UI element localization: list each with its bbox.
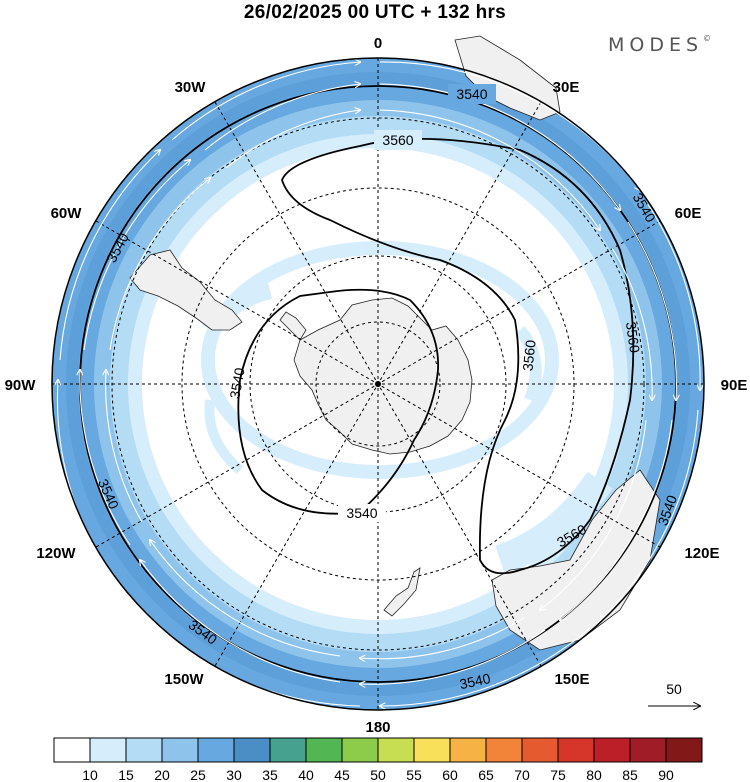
colorbar-tick-label: 15 [118, 767, 134, 782]
colorbar-swatch [197, 737, 235, 763]
south-pole-marker [375, 381, 381, 387]
colorbar-swatch [233, 737, 271, 763]
contour-label: 3540 [456, 86, 487, 102]
reference-vector-label: 50 [666, 681, 682, 697]
colorbar-tick-label: 40 [298, 767, 314, 782]
colorbar-swatch [449, 737, 487, 763]
colorbar-tick-label: 85 [622, 767, 638, 782]
contour-label: 3540 [226, 366, 247, 400]
lon-label-150e: 150E [554, 671, 589, 688]
colorbar-swatch [269, 737, 307, 763]
colorbar-tick-label: 75 [550, 767, 566, 782]
south-america [129, 249, 243, 331]
colorbar-swatch [629, 737, 667, 763]
contour-label: 3540 [346, 505, 377, 521]
lon-label-60w: 60W [51, 205, 83, 222]
contour-label: 3540 [458, 670, 492, 692]
colorbar-swatch [89, 737, 127, 763]
colorbar-swatch [341, 737, 379, 763]
copyright-mark: © [703, 34, 712, 43]
antarctic-peninsula [279, 311, 307, 341]
lon-label-120e: 120E [684, 545, 719, 562]
map-border [51, 57, 705, 711]
lon-label-30e: 30E [553, 79, 580, 96]
colorbar-tick-label: 45 [334, 767, 350, 782]
colorbar-tick-label: 65 [478, 767, 494, 782]
lon-label-90e: 90E [721, 377, 748, 394]
colorbar-tick-label: 60 [442, 767, 458, 782]
colorbar-swatch [377, 737, 415, 763]
colorbar-swatch [521, 737, 559, 763]
map-title: 26/02/2025 00 UTC + 132 hrs [243, 2, 507, 23]
lon-label-30w: 30W [175, 79, 207, 96]
contour-label: 3560 [623, 321, 643, 354]
colorbar-swatch [305, 737, 343, 763]
colorbar-tick-label: 50 [370, 767, 386, 782]
colorbar-swatch [485, 737, 523, 763]
new-zealand [383, 567, 421, 617]
modes-logo: MODES© [608, 34, 711, 56]
colorbar-tick-label: 80 [586, 767, 602, 782]
lon-label-60e: 60E [675, 205, 702, 222]
colorbar: 10 15 20 25 30 35 40 45 50 55 60 65 70 75 80 85 90 [53, 737, 703, 782]
lon-label-150w: 150W [164, 671, 204, 688]
brand-text: MODES [608, 34, 704, 56]
lon-label-180: 180 [365, 719, 390, 736]
contour-3540-inner [237, 288, 439, 515]
colorbar-tick-label: 30 [226, 767, 242, 782]
colorbar-tick-label: 20 [154, 767, 170, 782]
colorbar-tick-label: 35 [262, 767, 278, 782]
colorbar-swatch [53, 737, 91, 763]
contour-label: 3560 [519, 339, 538, 372]
colorbar-swatch [413, 737, 451, 763]
colorbar-swatch [665, 737, 703, 763]
reference-vector: 50 [648, 681, 700, 706]
colorbar-swatch [557, 737, 595, 763]
lon-label-0: 0 [374, 35, 382, 52]
colorbar-tick-label: 10 [82, 767, 98, 782]
colorbar-tick-label: 90 [658, 767, 674, 782]
colorbar-tick-label: 70 [514, 767, 530, 782]
colorbar-swatch [125, 737, 163, 763]
colorbar-tick-label: 55 [406, 767, 422, 782]
contour-3560 [281, 137, 635, 575]
wind-vectors [57, 62, 700, 706]
colorbar-swatch [161, 737, 199, 763]
lon-label-90w: 90W [5, 377, 37, 394]
colorbar-tick-label: 25 [190, 767, 206, 782]
lon-label-120w: 120W [36, 545, 76, 562]
longitude-labels: 0 180 30W 60W 90W 120W 150W 30E 60E 90E … [5, 35, 748, 736]
colorbar-swatch [593, 737, 631, 763]
contour-label: 3560 [382, 132, 413, 148]
